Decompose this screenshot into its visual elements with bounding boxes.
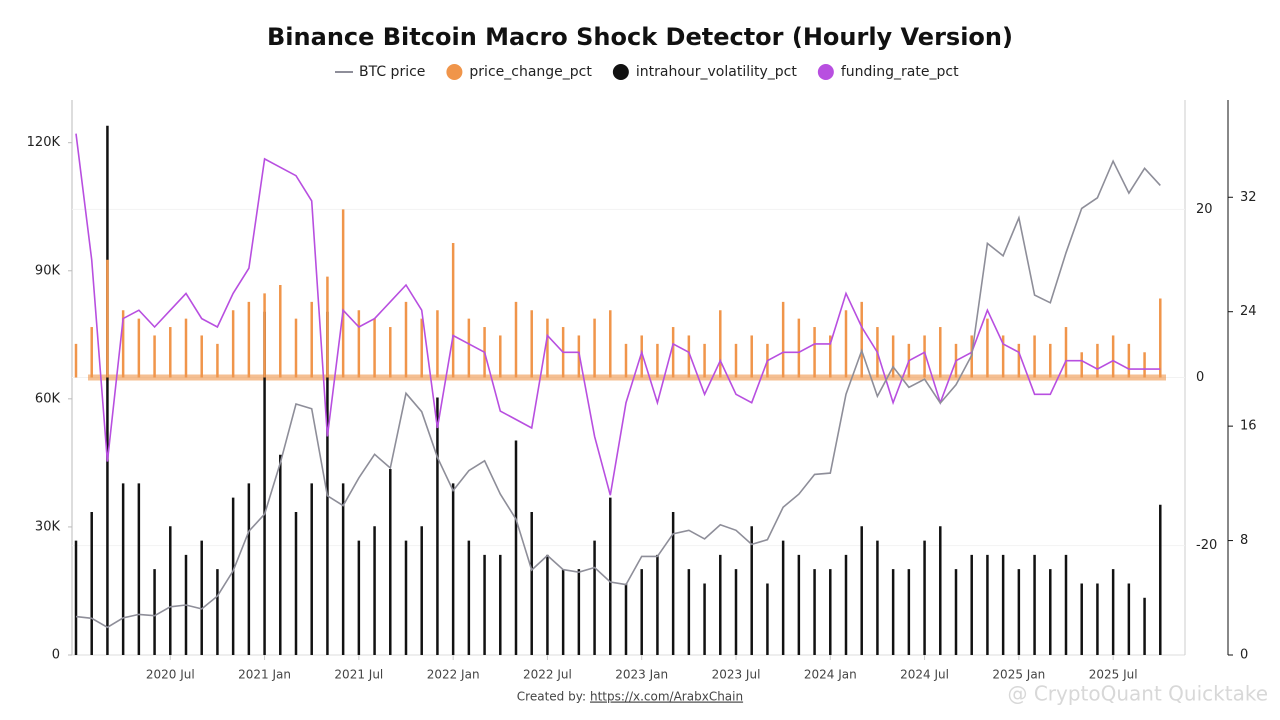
- caption: Created by:: [517, 690, 586, 704]
- legend-label: intrahour_volatility_pct: [636, 64, 797, 80]
- legend-label: BTC price: [359, 64, 425, 80]
- y-tick-label: 90K: [35, 263, 61, 278]
- y-tick-label: 0: [52, 648, 60, 663]
- x-tick-label: 2023 Jan: [615, 668, 668, 682]
- y3-tick-label: 0: [1240, 648, 1248, 663]
- chart-title: Binance Bitcoin Macro Shock Detector (Ho…: [267, 23, 1013, 51]
- y2-tick-label: 0: [1196, 370, 1204, 385]
- legend-swatch: [612, 64, 629, 80]
- x-tick-label: 2025 Jan: [992, 668, 1045, 682]
- legend-label: funding_rate_pct: [841, 64, 959, 80]
- x-tick-label: 2022 Jan: [427, 668, 480, 682]
- x-tick-label: 2024 Jul: [900, 668, 949, 682]
- series-line: [75, 159, 1161, 629]
- x-tick-label: 2022 Jul: [523, 668, 572, 682]
- y3-tick-label: 16: [1240, 419, 1257, 434]
- y-tick-label: 120K: [27, 135, 61, 150]
- y2-tick-label: -20: [1196, 538, 1217, 553]
- y-tick-label: 60K: [35, 391, 61, 406]
- legend-swatch: [446, 64, 463, 80]
- x-tick-label: 2021 Jan: [238, 668, 291, 682]
- legend-label: price_change_pct: [469, 64, 592, 80]
- x-tick-label: 2024 Jan: [804, 668, 857, 682]
- y3-tick-label: 8: [1240, 533, 1248, 548]
- watermark: @ CryptoQuant Quicktake: [1007, 682, 1268, 706]
- x-tick-label: 2025 Jul: [1089, 668, 1138, 682]
- x-tick-label: 2023 Jul: [712, 668, 761, 682]
- series-line: [75, 133, 1161, 496]
- y2-tick-label: 20: [1196, 202, 1213, 217]
- x-tick-label: 2021 Jul: [334, 668, 383, 682]
- y-tick-label: 30K: [35, 519, 61, 534]
- y3-tick-label: 24: [1240, 304, 1257, 319]
- x-tick-label: 2020 Jul: [146, 668, 195, 682]
- legend-swatch: [817, 64, 834, 80]
- y3-tick-label: 32: [1240, 190, 1257, 205]
- caption-link[interactable]: https://x.com/ArabxChain: [590, 690, 743, 704]
